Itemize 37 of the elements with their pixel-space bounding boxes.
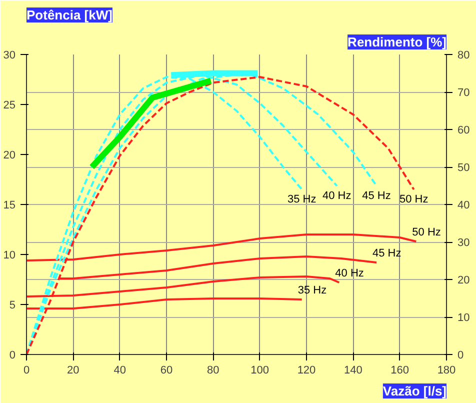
x-tick-label: 160 [390,364,410,376]
series-label: 50 Hz [399,194,428,206]
y-tick-label: 15 [3,200,16,212]
series-label: 40 Hz [322,190,352,202]
series-label: 35 Hz [298,284,327,296]
y-tick-label: 10 [3,250,16,262]
y2-tick-label: 40 [458,200,470,212]
series-label: 40 Hz [335,268,364,280]
x-tick-label: 80 [207,364,220,376]
y2-tick-label: 0 [458,350,464,362]
y-tick-label: 25 [3,100,16,112]
y2-tick-label: 20 [458,274,470,286]
y2-tick-label: 30 [458,237,470,249]
y-tick-label: 0 [9,350,16,362]
x-tick-label: 140 [344,364,362,376]
series-label: 35 Hz [287,194,316,206]
y2-axis-title: Rendimento [%] [348,34,447,50]
y2-tick-label: 10 [458,312,470,324]
series-label: 50 Hz [412,226,441,238]
x-tick-label: 60 [160,364,173,376]
y-tick-label: 30 [3,50,16,62]
series-label: 45 Hz [372,248,402,260]
y-axis-title: Potência [kW] [26,8,112,22]
y2-tick-label: 50 [458,162,470,174]
x-tick-label: 20 [67,364,80,376]
x-tick-label: 0 [23,364,30,376]
x-tick-label: 120 [297,364,316,376]
x-tick-label: 180 [437,364,456,376]
y2-tick-label: 60 [458,124,470,136]
y2-tick-label: 70 [458,87,470,99]
y-tick-label: 5 [9,300,16,312]
x-axis-title: Vazão [l/s] [382,384,446,398]
y-tick-label: 20 [3,150,16,162]
series-label: 45 Hz [362,190,391,202]
x-tick-label: 40 [114,364,126,376]
y2-tick-label: 80 [458,50,470,62]
x-tick-label: 100 [250,364,270,376]
